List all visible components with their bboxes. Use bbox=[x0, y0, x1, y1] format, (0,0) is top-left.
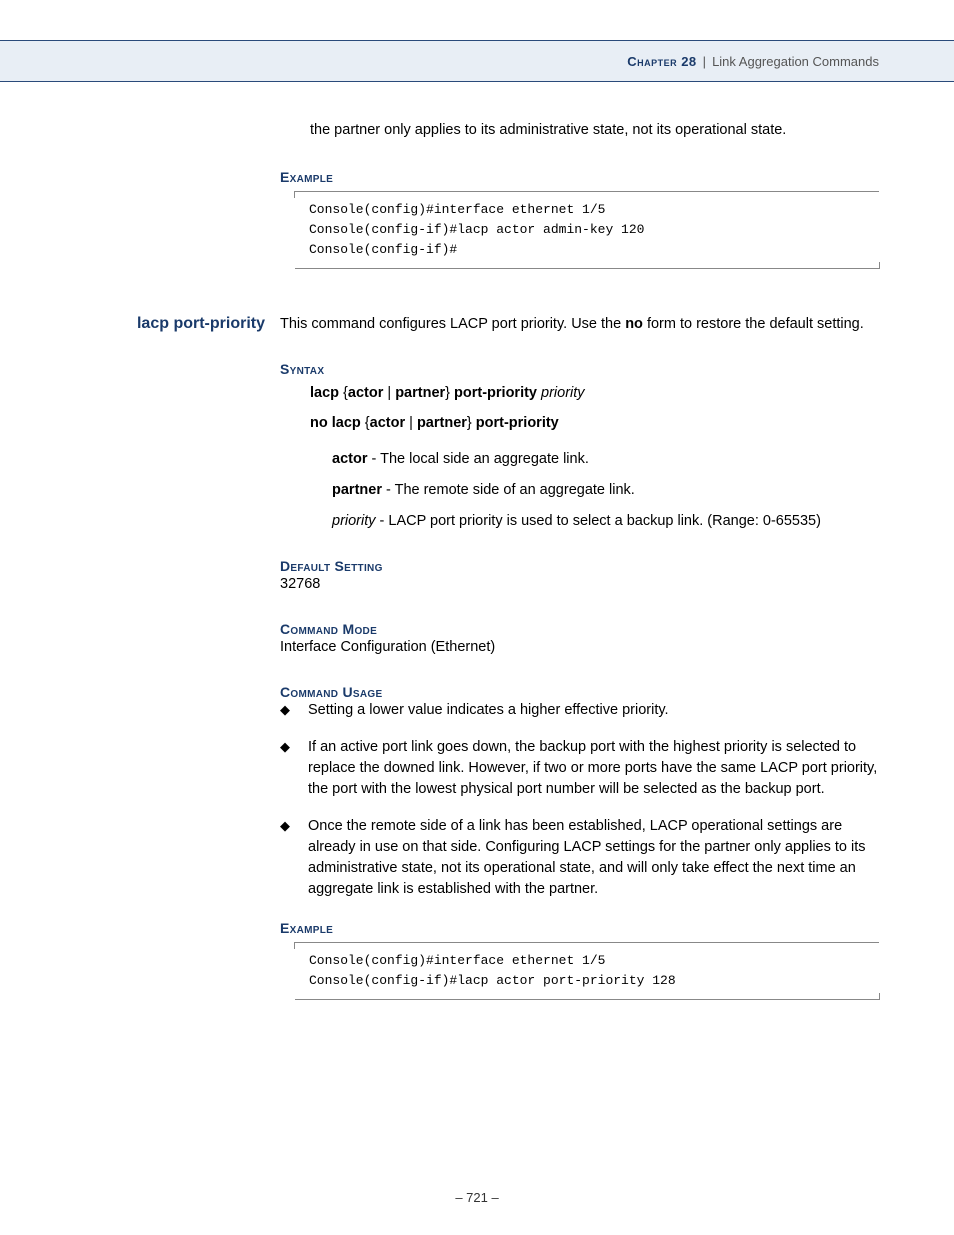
bullet-text: Setting a lower value indicates a higher… bbox=[308, 700, 879, 721]
bullet-text: Once the remote side of a link has been … bbox=[308, 816, 879, 900]
cmd-desc-pre: This command configures LACP port priori… bbox=[280, 316, 625, 332]
example-code-block: Console(config)#interface ethernet 1/5 C… bbox=[295, 191, 879, 269]
param-priority: priority - LACP port priority is used to… bbox=[332, 511, 879, 532]
syntax-kw: partner bbox=[417, 415, 467, 431]
param-desc: - The local side an aggregate link. bbox=[367, 451, 588, 467]
syntax-bar: | bbox=[405, 415, 417, 431]
page-content: the partner only applies to its administ… bbox=[0, 120, 954, 1000]
page-header: Chapter 28 | Link Aggregation Commands bbox=[0, 40, 954, 82]
param-term: actor bbox=[332, 451, 367, 467]
default-setting-heading: Default Setting bbox=[280, 558, 879, 574]
syntax-kw: no lacp bbox=[310, 415, 365, 431]
default-setting-value: 32768 bbox=[280, 574, 879, 595]
command-mode-value: Interface Configuration (Ethernet) bbox=[280, 637, 879, 658]
example-heading: Example bbox=[280, 169, 879, 185]
command-description: This command configures LACP port priori… bbox=[280, 314, 864, 335]
command-mode-heading: Command Mode bbox=[280, 621, 879, 637]
syntax-block: lacp {actor | partner} port-priority pri… bbox=[310, 383, 879, 532]
command-label: lacp port-priority bbox=[100, 314, 280, 333]
param-term: partner bbox=[332, 482, 382, 498]
syntax-kw: port-priority bbox=[450, 385, 541, 401]
command-row: lacp port-priority This command configur… bbox=[100, 314, 879, 335]
chapter-label: Chapter 28 bbox=[627, 54, 696, 69]
command-usage-heading: Command Usage bbox=[280, 684, 879, 700]
command-usage-list: ◆ Setting a lower value indicates a high… bbox=[280, 700, 879, 900]
chapter-divider: | bbox=[703, 54, 706, 69]
syntax-arg: priority bbox=[541, 385, 585, 401]
intro-continuation: the partner only applies to its administ… bbox=[310, 120, 879, 141]
bullet-text: If an active port link goes down, the ba… bbox=[308, 737, 879, 800]
bullet-icon: ◆ bbox=[280, 700, 308, 721]
syntax-kw: port-priority bbox=[472, 415, 559, 431]
syntax-kw: lacp bbox=[310, 385, 339, 401]
example-code-block: Console(config)#interface ethernet 1/5 C… bbox=[295, 942, 879, 1000]
bullet-icon: ◆ bbox=[280, 816, 308, 900]
page-number: – 721 – bbox=[455, 1190, 498, 1205]
syntax-kw: actor bbox=[348, 385, 383, 401]
param-partner: partner - The remote side of an aggregat… bbox=[332, 480, 879, 501]
example-heading: Example bbox=[280, 920, 879, 936]
param-term: priority bbox=[332, 513, 376, 529]
list-item: ◆ If an active port link goes down, the … bbox=[280, 737, 879, 800]
list-item: ◆ Once the remote side of a link has bee… bbox=[280, 816, 879, 900]
param-actor: actor - The local side an aggregate link… bbox=[332, 449, 879, 470]
list-item: ◆ Setting a lower value indicates a high… bbox=[280, 700, 879, 721]
cmd-desc-post: form to restore the default setting. bbox=[643, 316, 864, 332]
chapter-title: Link Aggregation Commands bbox=[712, 54, 879, 69]
param-desc: - The remote side of an aggregate link. bbox=[382, 482, 635, 498]
cmd-desc-bold: no bbox=[625, 316, 643, 332]
syntax-line-1: lacp {actor | partner} port-priority pri… bbox=[310, 383, 879, 405]
syntax-kw: actor bbox=[370, 415, 405, 431]
syntax-line-2: no lacp {actor | partner} port-priority bbox=[310, 413, 879, 435]
syntax-heading: Syntax bbox=[280, 361, 879, 377]
bullet-icon: ◆ bbox=[280, 737, 308, 800]
param-desc: - LACP port priority is used to select a… bbox=[376, 513, 821, 529]
syntax-kw: partner bbox=[395, 385, 445, 401]
page-footer: – 721 – bbox=[0, 1190, 954, 1205]
syntax-bar: | bbox=[383, 385, 395, 401]
